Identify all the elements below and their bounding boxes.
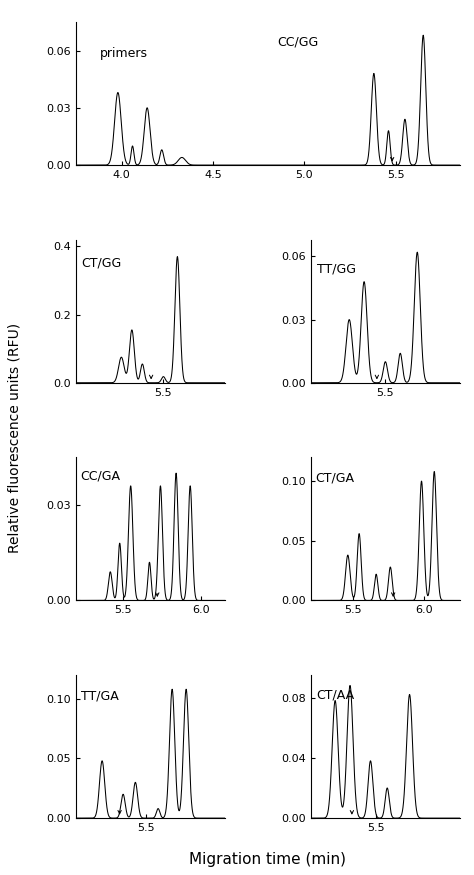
Text: CC/GA: CC/GA bbox=[81, 470, 120, 483]
Text: CT/GA: CT/GA bbox=[315, 472, 354, 485]
Text: Relative fluorescence units (RFU): Relative fluorescence units (RFU) bbox=[7, 322, 21, 553]
Text: TT/GA: TT/GA bbox=[81, 690, 119, 703]
Text: CC/GG: CC/GG bbox=[277, 35, 318, 48]
Text: CT/AA: CT/AA bbox=[317, 689, 355, 702]
Text: Migration time (min): Migration time (min) bbox=[189, 851, 346, 867]
Text: primers: primers bbox=[100, 46, 147, 60]
Text: CT/GG: CT/GG bbox=[81, 256, 121, 270]
Text: TT/GG: TT/GG bbox=[318, 262, 356, 276]
